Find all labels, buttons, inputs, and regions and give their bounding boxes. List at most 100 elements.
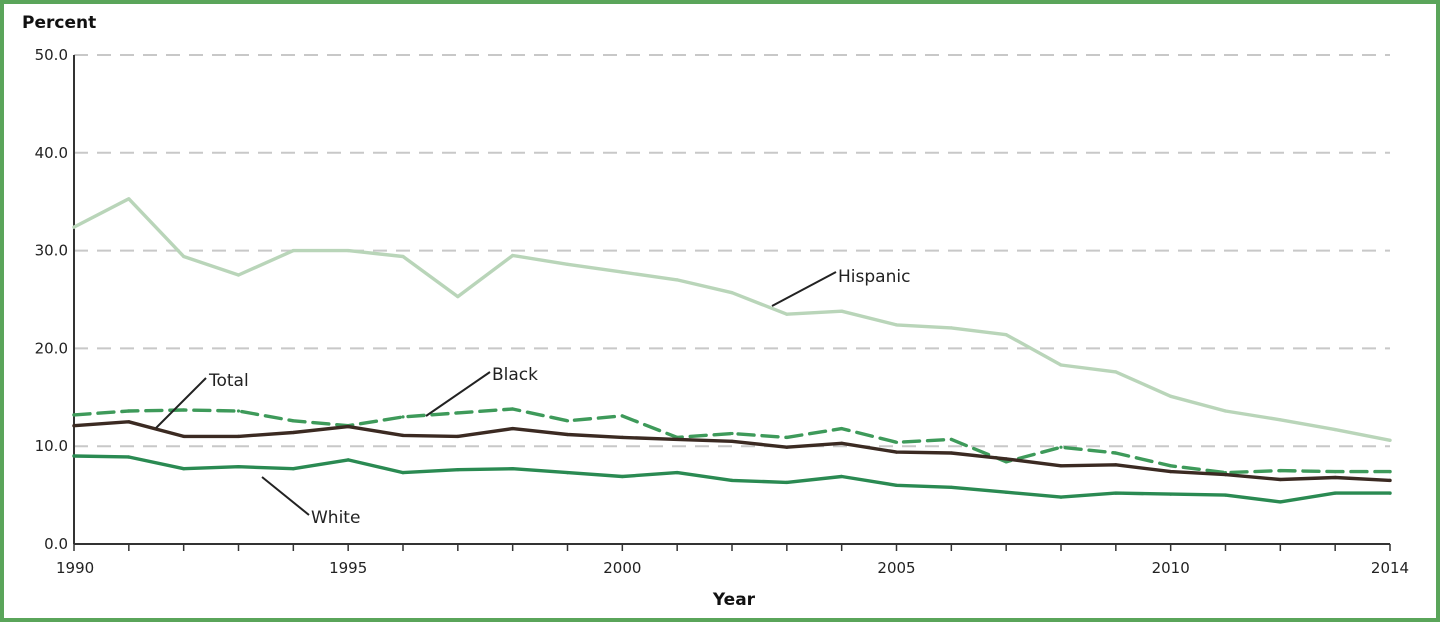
data-point-total — [1333, 475, 1337, 480]
data-point-hispanic — [620, 270, 624, 274]
data-point-black — [401, 415, 405, 419]
data-point-total — [1388, 478, 1392, 482]
data-point-black — [1278, 469, 1282, 473]
y-axis: 0.0 10.0 20.0 30.0 40.0 50.0 — [35, 46, 75, 553]
data-point-black — [127, 409, 131, 413]
data-point-hispanic — [1333, 428, 1337, 432]
data-point-black — [565, 419, 570, 423]
data-point-total — [456, 434, 460, 438]
data-point-hispanic — [291, 249, 295, 253]
data-point-total — [1114, 463, 1118, 467]
y-axis-title: Percent — [22, 13, 96, 33]
data-point-black — [236, 409, 241, 413]
leader-line-total — [155, 377, 207, 429]
data-point-hispanic — [456, 295, 460, 299]
x-tick-label: 2014 — [1371, 559, 1409, 577]
data-point-hispanic — [1114, 370, 1118, 374]
data-point-hispanic — [675, 278, 679, 282]
data-point-total — [511, 427, 515, 431]
data-point-total — [1278, 477, 1282, 482]
y-tick-label: 20.0 — [35, 339, 68, 357]
data-point-white — [1169, 492, 1173, 496]
data-point-white — [511, 467, 515, 471]
data-point-total — [401, 433, 405, 437]
data-point-total — [1004, 457, 1008, 461]
data-point-hispanic — [730, 291, 734, 295]
data-point-white — [1114, 491, 1118, 495]
data-point-white — [127, 455, 131, 459]
line-chart: 0.0 10.0 20.0 30.0 40.0 50.0 1990 1995 2000 2005… — [22, 13, 1409, 610]
data-point-white — [236, 465, 241, 469]
data-point-white — [840, 474, 844, 479]
data-point-total — [730, 439, 734, 443]
gridlines — [74, 54, 1390, 448]
data-point-hispanic — [511, 253, 515, 258]
data-point-white — [456, 468, 460, 472]
data-point-total — [182, 434, 186, 438]
data-point-white — [401, 471, 405, 475]
series-label-total: Total — [208, 371, 249, 391]
data-point-white — [1059, 495, 1063, 499]
data-point-black — [1333, 470, 1337, 474]
data-point-total — [72, 424, 76, 428]
data-point-total — [675, 437, 679, 441]
data-point-white — [1278, 500, 1282, 504]
data-point-white — [894, 483, 899, 487]
series-label-black: Black — [492, 365, 538, 385]
leader-line-black — [425, 371, 491, 417]
data-point-black — [620, 414, 624, 418]
y-tick-label: 40.0 — [35, 144, 68, 162]
data-point-black — [894, 440, 899, 444]
data-point-white — [675, 471, 679, 475]
data-point-black — [1059, 445, 1063, 449]
data-point-total — [291, 430, 295, 435]
data-point-black — [1114, 451, 1118, 455]
data-point-hispanic — [785, 312, 789, 316]
data-point-white — [291, 467, 295, 471]
data-point-black — [785, 435, 789, 439]
data-point-hispanic — [1004, 333, 1008, 337]
data-point-hispanic — [840, 309, 844, 313]
series-line-hispanic — [72, 197, 1392, 442]
leader-line-white — [261, 476, 310, 516]
series-line-total — [72, 420, 1392, 483]
x-tick-label: 1990 — [56, 559, 94, 577]
x-axis-title: Year — [712, 590, 756, 610]
data-point-total — [346, 425, 350, 429]
data-point-total — [894, 450, 899, 454]
x-tick-label: 2010 — [1152, 559, 1190, 577]
x-axis: 1990 1995 2000 2005 2010 2014 — [56, 543, 1409, 577]
data-point-black — [291, 419, 295, 423]
data-point-hispanic — [236, 273, 241, 277]
data-point-hispanic — [346, 249, 350, 253]
data-point-total — [1059, 464, 1063, 468]
series-label-white: White — [311, 508, 360, 528]
data-point-black — [1004, 460, 1008, 464]
data-point-white — [346, 458, 350, 462]
data-point-total — [1223, 473, 1228, 477]
data-point-black — [840, 427, 844, 431]
x-tick-label: 2000 — [603, 559, 641, 577]
data-point-hispanic — [127, 197, 131, 201]
data-point-white — [1223, 493, 1228, 497]
data-point-black — [182, 408, 186, 412]
data-point-hispanic — [949, 326, 953, 330]
y-tick-label: 50.0 — [35, 46, 68, 64]
data-point-white — [72, 454, 76, 458]
data-point-total — [785, 445, 789, 449]
data-point-white — [182, 467, 186, 471]
y-tick-label: 10.0 — [35, 437, 68, 455]
data-point-hispanic — [1223, 409, 1228, 413]
x-tick-label: 2005 — [877, 559, 915, 577]
data-point-total — [127, 420, 131, 424]
series-labels: Hispanic Black Total White — [155, 267, 910, 528]
data-point-hispanic — [182, 254, 186, 259]
series-label-hispanic: Hispanic — [838, 267, 910, 287]
data-point-white — [1333, 491, 1337, 495]
data-point-white — [620, 474, 624, 479]
data-point-hispanic — [1169, 394, 1173, 398]
y-tick-label: 0.0 — [44, 535, 68, 553]
data-point-hispanic — [1388, 438, 1392, 442]
x-tick-label: 1995 — [329, 559, 367, 577]
